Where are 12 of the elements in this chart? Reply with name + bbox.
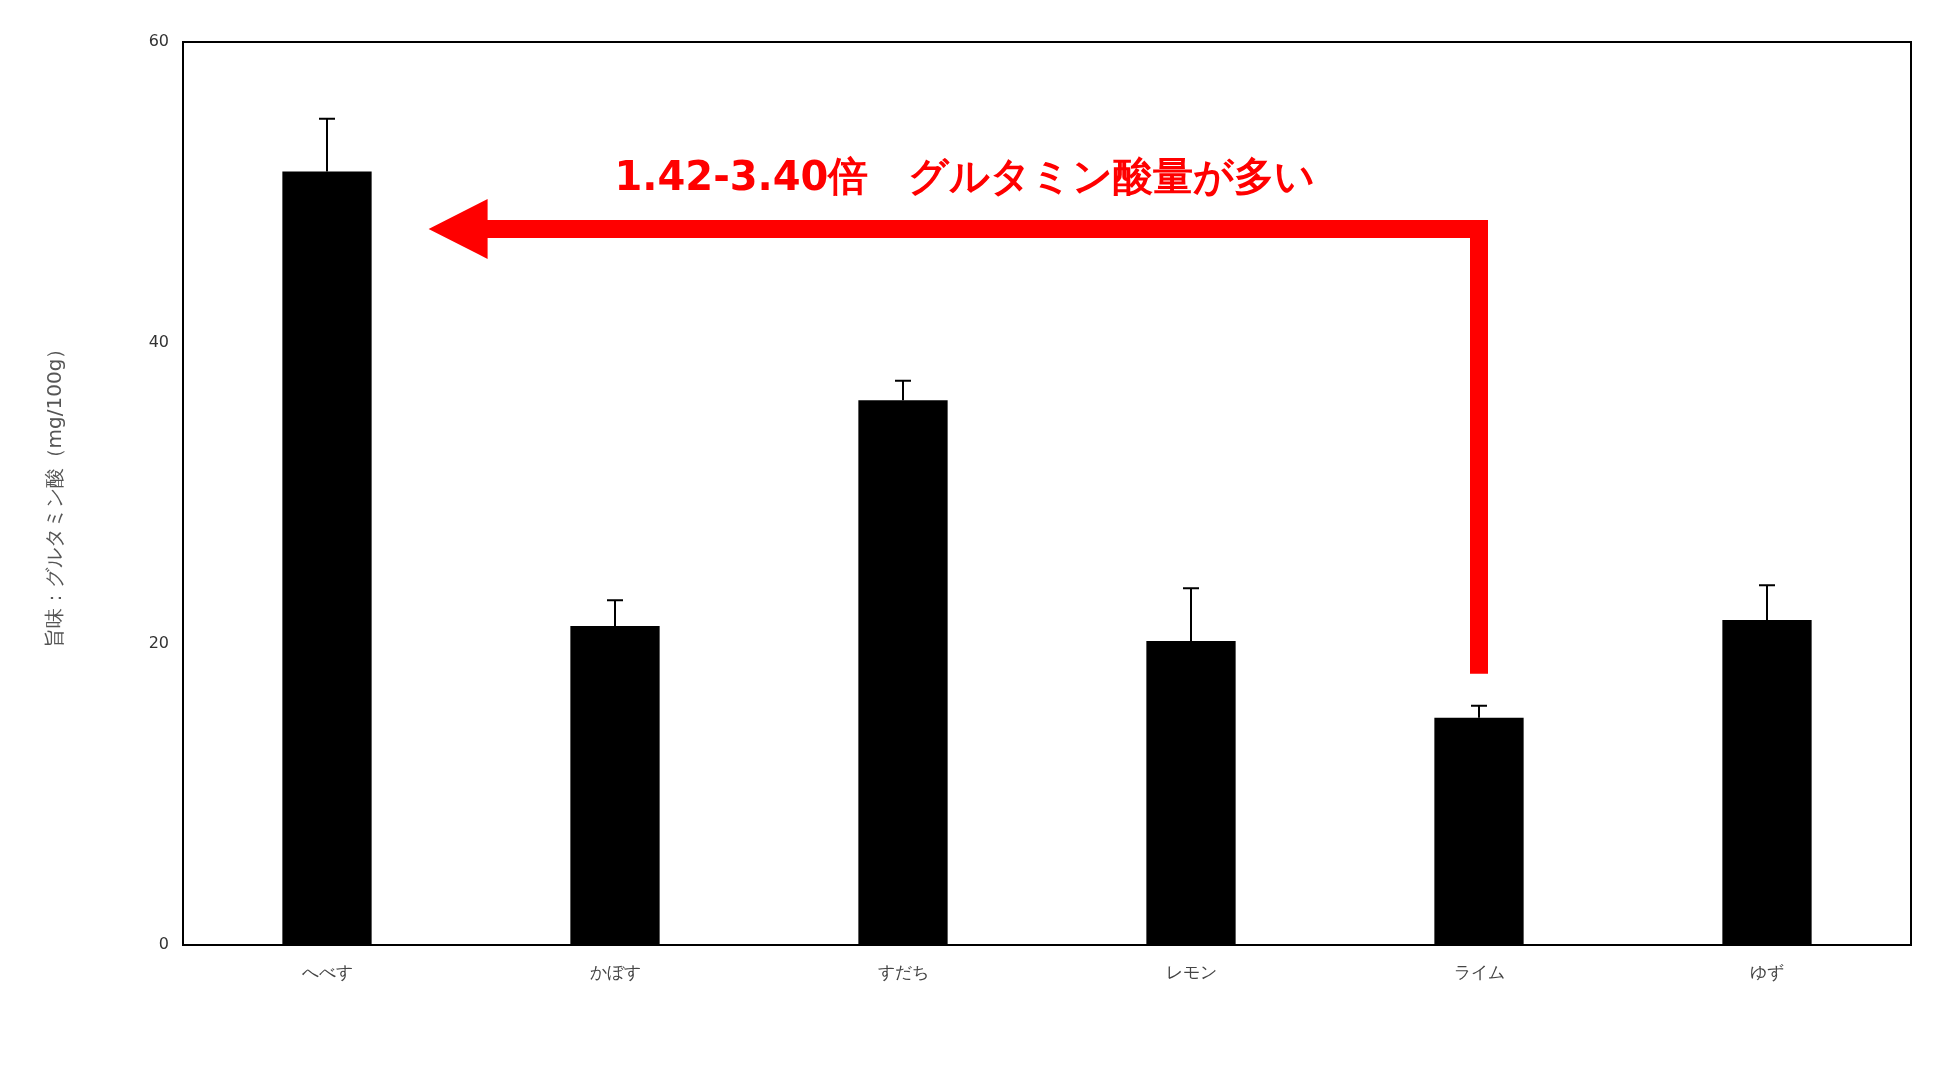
x-tick-label: すだち	[877, 961, 929, 982]
x-tick-label: レモン	[1165, 961, 1217, 982]
y-tick-label: 60	[148, 31, 169, 51]
y-axis-title: 旨味：グルタミン酸（mg/100g）	[42, 338, 67, 649]
annotation: 1.42-3.40倍 グルタミン酸量が多い	[614, 152, 1316, 199]
x-tick-label: ライム	[1453, 961, 1505, 982]
x-tick-label: かぼす	[589, 961, 641, 982]
y-tick-label: 40	[148, 332, 169, 352]
y-tick-label: 0	[158, 934, 169, 954]
x-tick-label: ゆず	[1750, 961, 1784, 982]
x-tick-label: へべす	[301, 961, 353, 982]
y-tick-label: 20	[148, 633, 169, 653]
